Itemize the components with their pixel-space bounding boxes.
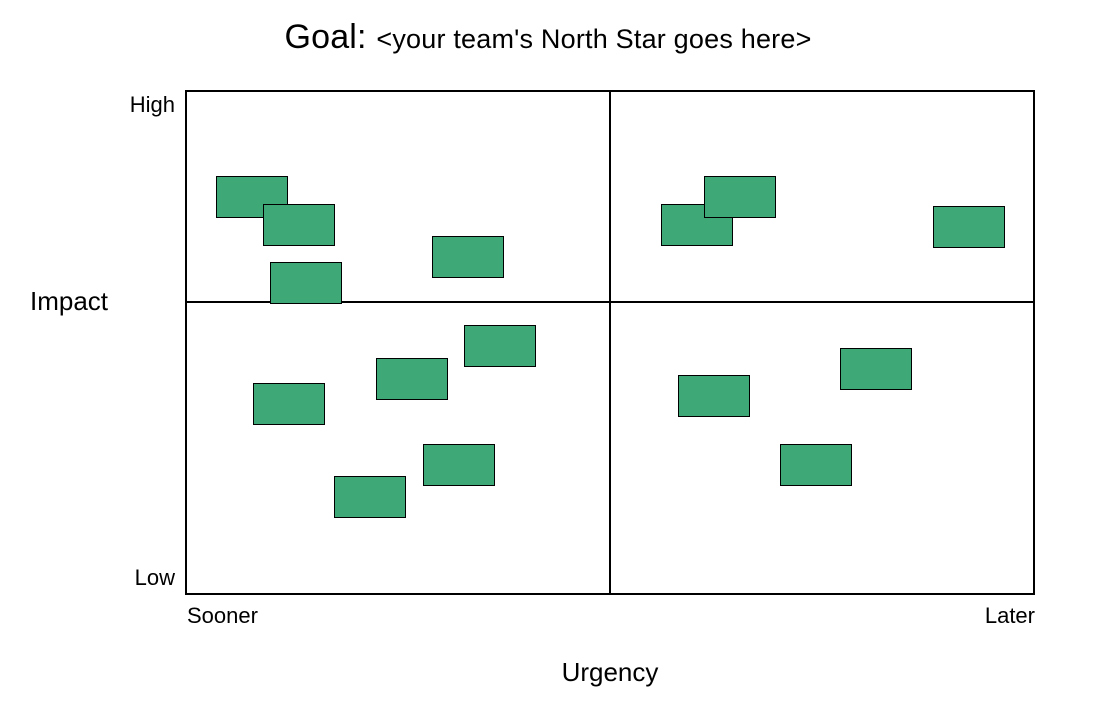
y-axis-label: Impact xyxy=(30,286,108,317)
priority-card[interactable] xyxy=(263,204,335,246)
priority-card[interactable] xyxy=(678,375,750,417)
chart-title: Goal: <your team's North Star goes here> xyxy=(0,18,1096,57)
priority-card[interactable] xyxy=(840,348,912,390)
priority-matrix xyxy=(185,90,1035,595)
x-tick-sooner: Sooner xyxy=(187,603,258,629)
title-prefix: Goal: xyxy=(284,18,376,56)
x-axis-label: Urgency xyxy=(510,657,710,688)
priority-card[interactable] xyxy=(334,476,406,518)
priority-card[interactable] xyxy=(432,236,504,278)
priority-card[interactable] xyxy=(270,262,342,304)
title-placeholder: <your team's North Star goes here> xyxy=(376,24,811,54)
priority-card[interactable] xyxy=(376,358,448,400)
priority-card[interactable] xyxy=(933,206,1005,248)
priority-card[interactable] xyxy=(423,444,495,486)
priority-card[interactable] xyxy=(780,444,852,486)
priority-card[interactable] xyxy=(464,325,536,367)
y-tick-low: Low xyxy=(135,565,175,591)
priority-card[interactable] xyxy=(704,176,776,218)
vertical-divider xyxy=(609,90,611,595)
priority-card[interactable] xyxy=(253,383,325,425)
x-tick-later: Later xyxy=(985,603,1035,629)
y-tick-high: High xyxy=(130,92,175,118)
